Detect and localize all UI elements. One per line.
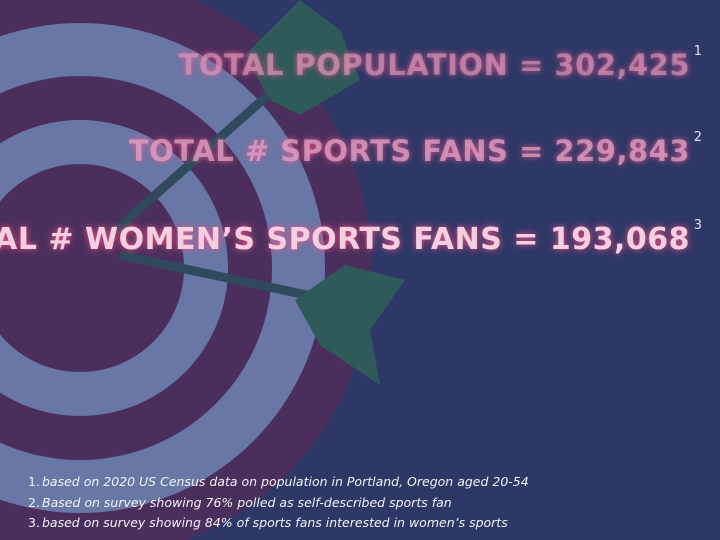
footnote-text: based on survey showing 84% of sports fa… [42, 515, 508, 530]
footnote-text: Based on survey showing 76% polled as se… [42, 494, 452, 510]
note-marker: 2 [693, 130, 702, 145]
footnote-marker: 1. [28, 474, 40, 489]
footnote-marker: 2. [28, 494, 40, 510]
footnote-marker: 3. [28, 515, 40, 530]
footnote: 3. based on survey showing 84% of sports … [28, 513, 529, 534]
stat-line: TOTAL # SPORTS FANS = 229,843 [128, 134, 690, 168]
footnotes: 1. based on 2020 US Census data on popula… [28, 472, 529, 534]
stat-line: TOTAL POPULATION = 302,425 [178, 48, 690, 82]
footnote-text: based on 2020 US Census data on populati… [42, 474, 529, 489]
footnote: 2. Based on survey showing 76% polled as … [28, 493, 529, 514]
footnote: 1. based on 2020 US Census data on popula… [28, 472, 529, 493]
note-marker: 3 [693, 218, 702, 233]
stat-line: TOTAL # WOMEN’S SPORTS FANS = 193,068 [0, 222, 690, 257]
note-marker: 1 [693, 44, 702, 59]
